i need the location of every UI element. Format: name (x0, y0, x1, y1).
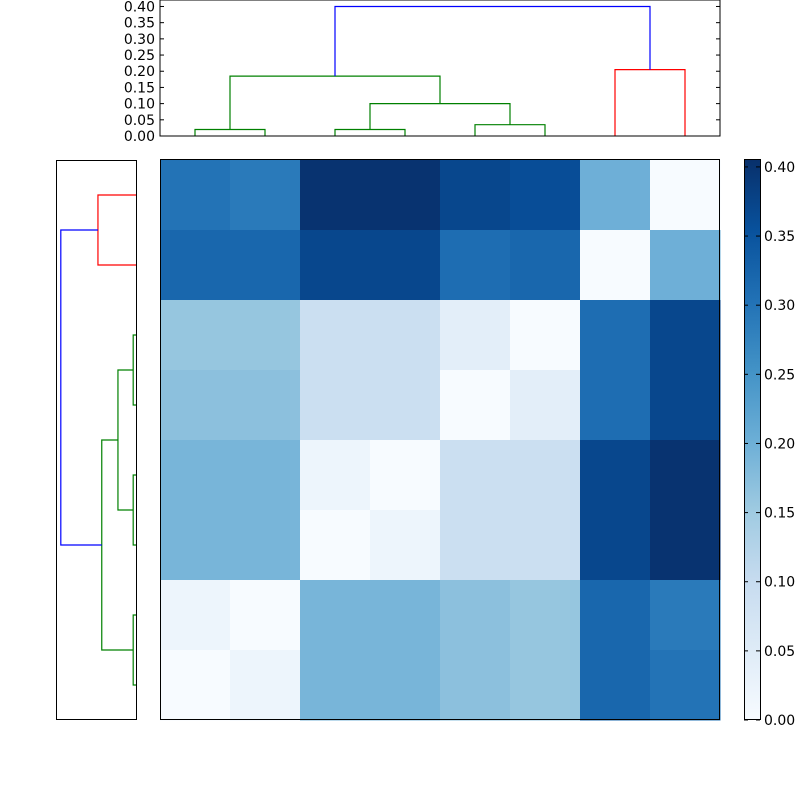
heatmap-cell-r3-c3 (370, 370, 441, 441)
heatmap-cell-r6-c4 (440, 580, 511, 651)
heatmap-cell-r4-c3 (370, 440, 441, 511)
colorbar-ticks: 0.00 0.05 0.10 0.15 0.20 0.25 0.30 0.35 0.40 (744, 160, 795, 729)
heatmap-cell-r1-c6 (580, 230, 651, 301)
left-dendrogram (56, 160, 137, 720)
top-dendrogram-tick-label-4: 0.20 (124, 64, 155, 80)
colorbar-tick-label-7: 0.35 (764, 229, 795, 245)
heatmap-cell-r4-c6 (580, 440, 651, 511)
heatmap-cell-r3-c1 (230, 370, 301, 441)
heatmap-cell-r6-c2 (300, 580, 371, 651)
heatmap-cell-r6-c3 (370, 580, 441, 651)
heatmap-cell-r3-c2 (300, 370, 371, 441)
top-dendrogram-frame (159, 0, 721, 137)
heatmap-cell-r2-c0 (160, 300, 231, 371)
heatmap-cell-r7-c1 (230, 650, 301, 721)
heatmap-cell-r1-c0 (160, 230, 231, 301)
heatmap-cell-r4-c0 (160, 440, 231, 511)
heatmap-cell-r7-c2 (300, 650, 371, 721)
heatmap-cell-r7-c5 (510, 650, 581, 721)
heatmap-cell-r7-c7 (650, 650, 721, 721)
heatmap-cell-r4-c1 (230, 440, 301, 511)
heatmap-cell-r1-c4 (440, 230, 511, 301)
heatmap-cell-r6-c7 (650, 580, 721, 651)
heatmap-cell-r6-c5 (510, 580, 581, 651)
heatmap-cell-r3-c0 (160, 370, 231, 441)
heatmap-cell-r6-c0 (160, 580, 231, 651)
left-dendrogram-frame (56, 160, 137, 720)
colorbar-tick-label-6: 0.30 (764, 298, 795, 314)
colorbar-tick-label-0: 0.00 (764, 713, 795, 729)
heatmap-cell-r5-c1 (230, 510, 301, 581)
heatmap-cell-r7-c4 (440, 650, 511, 721)
top-dendrogram-tick-label-3: 0.15 (124, 80, 155, 96)
heatmap-cell-r2-c2 (300, 300, 371, 371)
top-dendrogram-tick-label-0: 0.00 (124, 129, 155, 145)
left-dendrogram-links (60, 194, 137, 686)
heatmap-cell-r5-c4 (440, 510, 511, 581)
top-dendrogram-tick-label-6: 0.30 (124, 32, 155, 48)
heatmap-cell-r4-c7 (650, 440, 721, 511)
colorbar-tick-label-5: 0.25 (764, 367, 795, 383)
heatmap-cell-r0-c0 (160, 160, 231, 231)
heatmap-cell-r2-c7 (650, 300, 721, 371)
heatmap-cell-r4-c2 (300, 440, 371, 511)
heatmap-cell-r1-c3 (370, 230, 441, 301)
heatmap-cell-r1-c5 (510, 230, 581, 301)
top-dendrogram-tick-label-1: 0.05 (124, 113, 155, 129)
heatmap-cell-r6-c1 (230, 580, 301, 651)
heatmap (160, 159, 721, 721)
heatmap-cell-r5-c2 (300, 510, 371, 581)
colorbar-tick-label-3: 0.15 (764, 506, 795, 522)
heatmap-cell-r5-c7 (650, 510, 721, 581)
colorbar-tick-label-8: 0.40 (764, 160, 795, 176)
heatmap-cell-r0-c2 (300, 160, 371, 231)
heatmap-cell-r0-c1 (230, 160, 301, 231)
heatmap-cell-r3-c7 (650, 370, 721, 441)
top-dendrogram-y-ticks: 0.000.050.100.150.200.250.300.350.40 (124, 0, 720, 145)
top-dendrogram-tick-label-8: 0.40 (124, 0, 155, 15)
heatmap-cell-r4-c4 (440, 440, 511, 511)
heatmap-cell-r5-c5 (510, 510, 581, 581)
heatmap-cell-r0-c3 (370, 160, 441, 231)
top-dendrogram-tick-label-5: 0.25 (124, 48, 155, 64)
top-dendrogram-tick-label-2: 0.10 (124, 97, 155, 113)
heatmap-cell-r5-c3 (370, 510, 441, 581)
colorbar-gradient (744, 159, 761, 720)
heatmap-cell-r1-c7 (650, 230, 721, 301)
heatmap-cell-r2-c1 (230, 300, 301, 371)
heatmap-cell-r3-c6 (580, 370, 651, 441)
heatmap-cell-r1-c2 (300, 230, 371, 301)
heatmap-cell-r2-c5 (510, 300, 581, 371)
heatmap-cell-r7-c3 (370, 650, 441, 721)
heatmap-frame (160, 159, 720, 720)
colorbar-tick-label-2: 0.10 (764, 575, 795, 591)
colorbar-frame (744, 159, 761, 720)
colorbar-tick-label-1: 0.05 (764, 644, 795, 660)
heatmap-cell-r3-c4 (440, 370, 511, 441)
heatmap-cell-r3-c5 (510, 370, 581, 441)
heatmap-cell-r5-c0 (160, 510, 231, 581)
left-dendrogram-link-6 (60, 229, 102, 546)
heatmap-cell-r0-c5 (510, 160, 581, 231)
heatmap-cell-r4-c5 (510, 440, 581, 511)
top-dendrogram: 0.000.050.100.150.200.250.300.350.40 (124, 0, 721, 145)
heatmap-cell-r7-c6 (580, 650, 651, 721)
colorbar: 0.00 0.05 0.10 0.15 0.20 0.25 0.30 0.35 0.40 (744, 159, 795, 729)
colorbar-tick-label-4: 0.20 (764, 436, 795, 452)
heatmap-cell-r2-c6 (580, 300, 651, 371)
heatmap-cells (160, 160, 721, 721)
top-dendrogram-links (194, 5, 686, 136)
heatmap-cell-r0-c6 (580, 160, 651, 231)
heatmap-cell-r6-c6 (580, 580, 651, 651)
heatmap-cell-r1-c1 (230, 230, 301, 301)
heatmap-cell-r0-c4 (440, 160, 511, 231)
top-dendrogram-tick-label-7: 0.35 (124, 16, 155, 32)
heatmap-cell-r7-c0 (160, 650, 231, 721)
heatmap-cell-r0-c7 (650, 160, 721, 231)
top-dendrogram-link-6 (334, 5, 651, 77)
heatmap-cell-r2-c4 (440, 300, 511, 371)
heatmap-cell-r5-c6 (580, 510, 651, 581)
heatmap-cell-r2-c3 (370, 300, 441, 371)
